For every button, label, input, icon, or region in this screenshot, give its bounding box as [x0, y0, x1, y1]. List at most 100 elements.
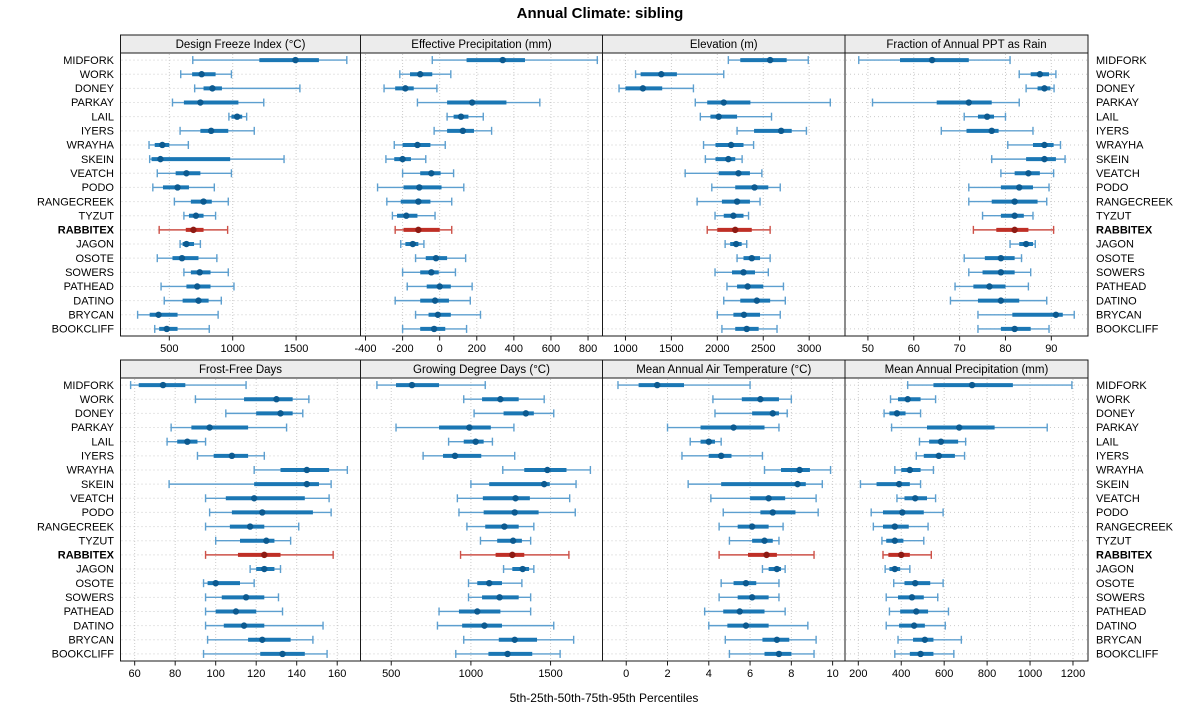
site-label-right: WORK	[1096, 394, 1131, 406]
site-label-right: LAIL	[1096, 111, 1119, 123]
median-dot-50th	[403, 212, 410, 219]
median-dot-50th	[209, 85, 216, 92]
median-dot-50th	[242, 594, 250, 601]
median-dot-50th	[1025, 170, 1032, 177]
site-label-left: DONEY	[75, 408, 115, 420]
median-dot-50th	[968, 381, 976, 389]
median-dot-50th	[163, 325, 170, 333]
median-dot-50th	[402, 85, 409, 92]
median-dot-50th	[496, 594, 503, 601]
median-dot-50th	[399, 155, 406, 163]
median-dot-50th	[1041, 85, 1048, 92]
site-label-right: MIDFORK	[1096, 380, 1147, 392]
axis-tick-label: 60	[129, 668, 141, 680]
median-dot-50th	[303, 466, 311, 474]
site-label-left: RANGECREEK	[37, 521, 115, 533]
median-dot-50th	[898, 551, 905, 559]
median-dot-50th	[468, 99, 476, 106]
median-dot-50th	[773, 636, 781, 643]
panel-strip-title: Fraction of Annual PPT as Rain	[886, 39, 1046, 51]
median-dot-50th	[499, 56, 506, 64]
panel-7: Mean Annual Air Temperature (°C) 0 2 4 6 8 10	[602, 359, 846, 680]
site-label-left: WRAYHA	[67, 465, 115, 477]
median-dot-50th	[192, 212, 200, 219]
median-dot-50th	[715, 113, 722, 120]
median-dot-50th	[174, 184, 181, 191]
median-dot-50th	[740, 311, 748, 318]
median-dot-50th	[742, 579, 750, 587]
site-label-left: PODO	[82, 182, 115, 194]
axis-tick-label: 50	[862, 343, 874, 355]
site-label-right: RANGECREEK	[1096, 521, 1174, 533]
site-label-right: WRAYHA	[1096, 140, 1144, 152]
median-dot-50th	[212, 579, 219, 587]
median-dot-50th	[928, 56, 936, 64]
site-label-left: PARKAY	[71, 97, 115, 109]
median-dot-50th	[1011, 198, 1018, 205]
median-dot-50th	[273, 396, 280, 403]
median-dot-50th	[263, 537, 270, 544]
median-dot-50th	[292, 56, 299, 64]
median-dot-50th	[913, 608, 920, 615]
axis-tick-label: 800	[978, 668, 996, 680]
page-title: Annual Climate: sibling	[516, 5, 684, 22]
site-label-right: SKEIN	[1096, 154, 1129, 166]
site-label-right: PODO	[1096, 182, 1129, 194]
site-label-left: RANGECREEK	[37, 196, 115, 208]
site-label-left: BRYCAN	[68, 634, 114, 646]
site-label-left: SOWERS	[65, 592, 114, 604]
median-dot-50th	[428, 269, 435, 276]
axis-tick-label: 1500	[538, 668, 562, 680]
median-dot-50th	[935, 452, 943, 460]
site-label-right: BRYCAN	[1096, 309, 1142, 321]
panel-area	[360, 378, 603, 661]
panel-area	[360, 53, 603, 336]
axis-tick-label: 2	[664, 668, 670, 680]
axis-tick-label: 1000	[613, 343, 637, 355]
axis-tick-label: 1000	[220, 343, 244, 355]
median-dot-50th	[743, 325, 750, 333]
panel-area	[120, 378, 361, 661]
panel-strip	[844, 34, 1089, 54]
median-dot-50th	[178, 254, 186, 262]
axis-tick-label: 6	[747, 668, 753, 680]
site-label-left: BOOKCLIFF	[52, 649, 115, 661]
median-dot-50th	[522, 410, 530, 417]
axis-tick-label: 80	[999, 343, 1011, 355]
panel-strip-title: Mean Annual Air Temperature (°C)	[636, 364, 811, 376]
median-dot-50th	[997, 254, 1005, 262]
median-dot-50th	[997, 269, 1005, 276]
site-label-left: WRAYHA	[67, 140, 115, 152]
median-dot-50th	[766, 56, 774, 64]
site-label-right: OSOTE	[1096, 578, 1135, 590]
axis-tick-label: 0	[623, 668, 629, 680]
site-label-right: PARKAY	[1096, 97, 1140, 109]
site-label-left: WORK	[80, 394, 115, 406]
median-dot-50th	[1041, 141, 1048, 149]
axis-tick-label: 600	[542, 343, 560, 355]
median-dot-50th	[733, 198, 741, 205]
median-dot-50th	[206, 424, 213, 431]
median-dot-50th	[748, 254, 755, 262]
site-label-right: JAGON	[1096, 564, 1134, 576]
median-dot-50th	[159, 381, 167, 389]
median-dot-50th	[911, 495, 919, 502]
median-dot-50th	[727, 141, 735, 149]
median-dot-50th	[730, 212, 737, 219]
median-dot-50th	[459, 127, 467, 135]
median-dot-50th	[725, 155, 732, 163]
median-dot-50th	[232, 608, 240, 615]
axis-tick-label: -400	[354, 343, 376, 355]
panel-strip-title: Mean Annual Precipitation (mm)	[885, 364, 1049, 376]
median-dot-50th	[190, 226, 197, 234]
axis-tick-label: 600	[935, 668, 953, 680]
median-dot-50th	[436, 283, 443, 290]
site-label-left: BRYCAN	[68, 309, 114, 321]
median-dot-50th	[658, 71, 665, 78]
median-dot-50th	[937, 438, 945, 445]
axis-tick-label: -200	[392, 343, 414, 355]
median-dot-50th	[159, 141, 166, 149]
axis-tick-label: 140	[288, 668, 306, 680]
median-dot-50th	[639, 85, 647, 92]
axis-tick-label: 8	[788, 668, 794, 680]
